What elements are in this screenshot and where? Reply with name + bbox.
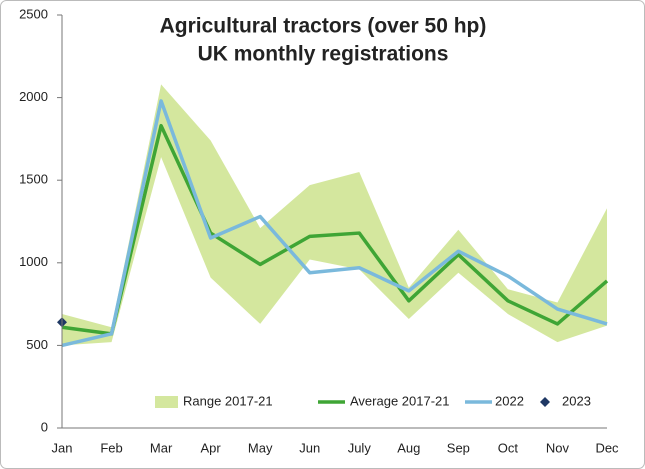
chart-title: UK monthly registrations (198, 43, 449, 66)
line (61, 99, 608, 348)
y-tick-label: 1500 (19, 172, 48, 187)
y-tick-label: 1000 (19, 254, 48, 269)
x-tick-label: Sep (447, 440, 470, 455)
y-tick-label: 0 (41, 419, 48, 434)
legend-label: Average 2017-21 (350, 393, 450, 408)
x-tick-label: Jan (52, 440, 73, 455)
x-tick-label: Nov (546, 440, 570, 455)
x-tick-label: Dec (595, 440, 619, 455)
line (61, 123, 609, 336)
x-tick-label: July (348, 440, 372, 455)
legend-swatch (540, 397, 550, 407)
chart-title: Agricultural tractors (over 50 hp) (160, 15, 487, 38)
range-area (62, 84, 607, 346)
y-tick-label: 2500 (19, 6, 48, 21)
x-tick-label: Aug (397, 440, 420, 455)
y-tick-label: 2000 (19, 89, 48, 104)
x-tick-label: Jun (299, 440, 320, 455)
x-tick-label: May (248, 440, 273, 455)
x-tick-label: Feb (100, 440, 122, 455)
x-tick-label: Oct (498, 440, 519, 455)
legend-label: 2022 (495, 393, 524, 408)
legend-label: 2023 (562, 393, 591, 408)
legend-label: Range 2017-21 (183, 393, 273, 408)
x-tick-label: Mar (150, 440, 173, 455)
y-tick-label: 500 (26, 337, 48, 352)
legend-swatch (155, 396, 178, 408)
x-tick-label: Apr (201, 440, 222, 455)
